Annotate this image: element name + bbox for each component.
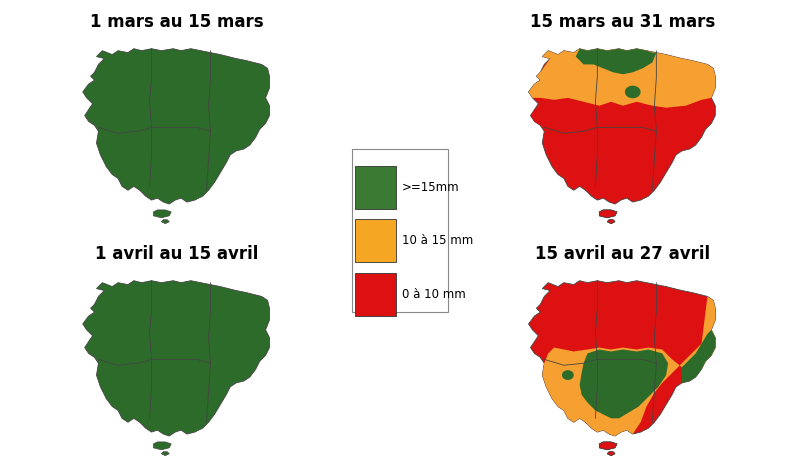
Polygon shape — [529, 49, 715, 204]
Polygon shape — [562, 370, 574, 380]
Title: 1 mars au 15 mars: 1 mars au 15 mars — [90, 13, 264, 32]
Polygon shape — [542, 296, 715, 436]
Polygon shape — [599, 210, 617, 218]
Title: 15 mars au 31 mars: 15 mars au 31 mars — [530, 13, 715, 32]
Polygon shape — [607, 220, 615, 224]
Polygon shape — [162, 452, 170, 455]
Polygon shape — [607, 220, 615, 224]
Polygon shape — [599, 442, 617, 450]
Polygon shape — [154, 442, 171, 450]
Polygon shape — [82, 281, 270, 436]
Title: 15 avril au 27 avril: 15 avril au 27 avril — [535, 245, 710, 263]
Polygon shape — [529, 49, 715, 108]
Polygon shape — [529, 281, 715, 436]
Polygon shape — [625, 86, 641, 98]
Bar — [355, 219, 396, 262]
Title: 1 avril au 15 avril: 1 avril au 15 avril — [95, 245, 258, 263]
Polygon shape — [154, 210, 171, 218]
Text: 0 à 10 mm: 0 à 10 mm — [402, 288, 466, 301]
Polygon shape — [599, 442, 617, 450]
Polygon shape — [162, 220, 170, 224]
Text: 10 à 15 mm: 10 à 15 mm — [402, 235, 474, 247]
Text: >=15mm: >=15mm — [402, 181, 460, 194]
Polygon shape — [607, 452, 615, 455]
Bar — [355, 166, 396, 209]
FancyBboxPatch shape — [351, 149, 449, 312]
Polygon shape — [580, 349, 668, 418]
Bar — [355, 273, 396, 316]
Polygon shape — [82, 49, 270, 204]
Polygon shape — [530, 110, 544, 125]
Polygon shape — [607, 452, 615, 455]
Polygon shape — [682, 330, 715, 383]
Polygon shape — [599, 210, 617, 218]
Polygon shape — [576, 49, 656, 74]
